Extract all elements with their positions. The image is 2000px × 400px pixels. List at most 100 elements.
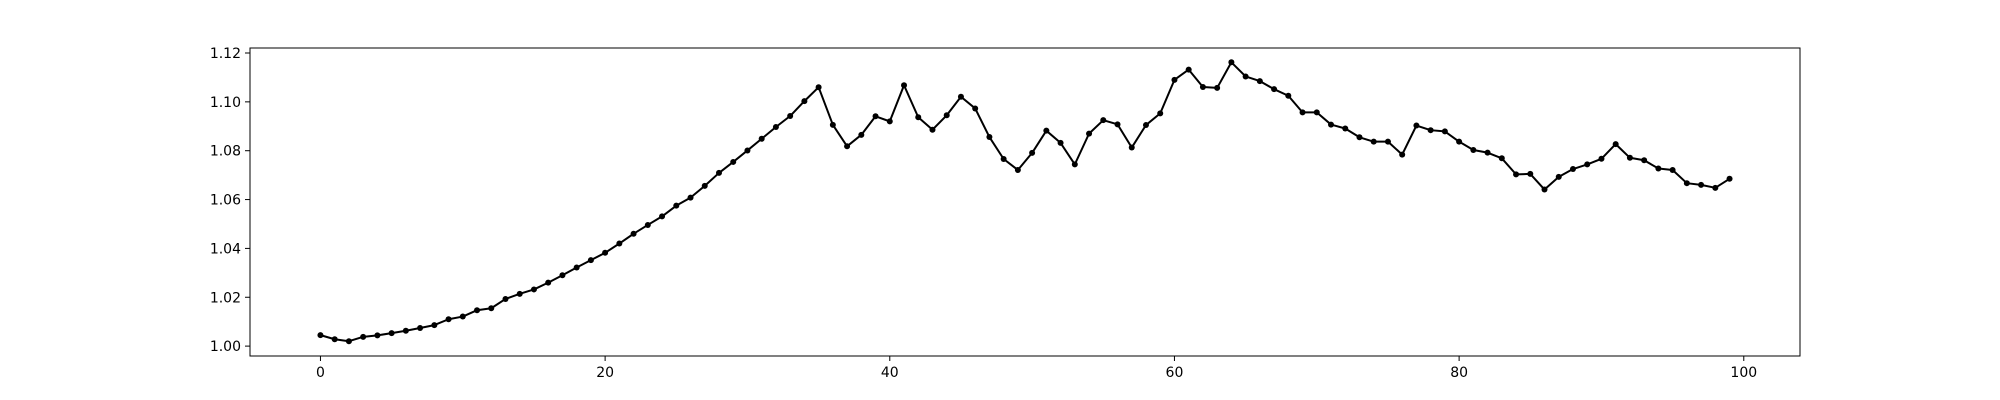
data-point (659, 213, 666, 220)
y-tick-label: 1.06 (210, 193, 241, 209)
x-tick-label: 100 (1730, 365, 1757, 381)
data-point (801, 98, 808, 105)
data-point (787, 113, 794, 120)
data-point (1086, 130, 1093, 137)
data-point (545, 279, 552, 286)
data-point (1185, 66, 1192, 73)
data-point (1014, 167, 1021, 173)
data-point (1157, 110, 1164, 117)
data-point (1413, 122, 1420, 129)
data-point (744, 147, 751, 154)
data-point (431, 322, 438, 329)
data-point (1199, 83, 1206, 90)
data-point (1626, 154, 1633, 161)
data-point (715, 169, 722, 176)
data-point (915, 114, 922, 121)
data-point (1470, 146, 1477, 153)
data-point (1029, 149, 1036, 156)
plot-area (249, 47, 1801, 357)
data-point (1669, 167, 1676, 173)
series-line (320, 61, 1731, 343)
y-tick-label: 1.12 (210, 46, 241, 62)
data-point (502, 295, 509, 302)
data-point (815, 84, 822, 91)
y-tick-label: 1.04 (210, 241, 241, 257)
data-point (445, 316, 452, 323)
data-point (758, 135, 765, 142)
data-point (331, 336, 338, 343)
y-axis: 1.00 1.02 1.04 1.06 1.08 1.10 1.12 (210, 46, 250, 355)
data-point (1228, 59, 1235, 66)
data-point (1071, 161, 1078, 168)
data-point (1356, 134, 1363, 141)
data-point (1328, 121, 1335, 128)
data-point (943, 112, 950, 119)
data-point (360, 333, 367, 340)
data-point (1114, 121, 1121, 128)
data-point (1271, 86, 1278, 93)
data-point (1584, 161, 1591, 168)
data-point (1100, 117, 1107, 124)
data-point (587, 257, 594, 264)
x-tick-label: 20 (596, 365, 614, 381)
y-tick-label: 1.00 (210, 339, 241, 355)
data-point (345, 338, 352, 345)
data-point (701, 182, 708, 189)
data-point (1598, 155, 1605, 162)
data-point (1555, 173, 1562, 180)
data-point (1256, 78, 1263, 85)
data-point (972, 105, 979, 112)
data-point (1214, 84, 1221, 91)
data-point (1043, 127, 1050, 134)
data-point (1000, 156, 1007, 163)
x-axis: 0 20 40 60 80 100 (316, 356, 1757, 381)
y-tick-label: 1.10 (210, 95, 241, 111)
data-point (644, 221, 651, 228)
data-point (829, 121, 836, 128)
data-point (1384, 138, 1391, 145)
data-point (1612, 141, 1619, 148)
data-point (730, 158, 737, 165)
data-point (516, 290, 523, 297)
data-point (474, 307, 481, 314)
data-point (616, 240, 623, 247)
data-point (1541, 186, 1548, 193)
data-point (530, 286, 537, 293)
data-point (886, 118, 893, 125)
series-layer (317, 59, 1733, 345)
data-point (1299, 109, 1306, 116)
data-point (1569, 166, 1576, 173)
data-point (1399, 151, 1406, 158)
data-point (1171, 76, 1178, 83)
data-point (1285, 92, 1292, 99)
data-point (1427, 127, 1434, 134)
data-point (1057, 139, 1064, 146)
y-tick-label: 1.08 (210, 144, 241, 160)
data-point (986, 134, 993, 141)
data-point (1342, 125, 1349, 132)
data-point (1128, 144, 1135, 151)
data-point (858, 131, 865, 138)
data-point (317, 332, 324, 339)
data-point (1726, 175, 1733, 182)
data-point (1655, 165, 1662, 172)
data-point (388, 330, 395, 337)
data-point (1641, 157, 1648, 164)
plot-frame (249, 47, 1801, 357)
data-point (1513, 171, 1520, 178)
data-point (1370, 138, 1377, 145)
data-point (687, 194, 694, 201)
data-point (573, 264, 580, 271)
data-point (374, 332, 381, 339)
x-tick-label: 60 (1166, 365, 1184, 381)
data-point (929, 126, 936, 133)
data-point (1498, 155, 1505, 162)
data-point (459, 313, 466, 320)
data-point (673, 202, 680, 209)
data-point (1242, 73, 1249, 80)
data-point (957, 93, 964, 100)
data-point (844, 143, 851, 150)
data-point (402, 327, 409, 334)
data-point (1313, 109, 1320, 116)
data-point (1484, 149, 1491, 156)
